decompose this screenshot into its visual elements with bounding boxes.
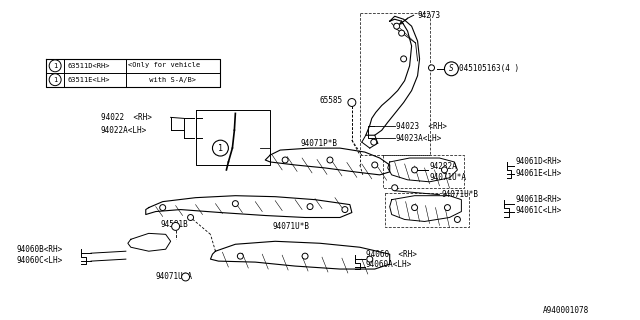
Text: 94071P*B: 94071P*B bbox=[300, 139, 337, 148]
Circle shape bbox=[392, 185, 397, 191]
Circle shape bbox=[188, 214, 193, 220]
Text: 94071U*A: 94071U*A bbox=[429, 173, 467, 182]
Circle shape bbox=[454, 217, 460, 222]
Text: 1: 1 bbox=[218, 144, 223, 153]
Text: A940001078: A940001078 bbox=[543, 306, 589, 315]
Text: 94060A<LH>: 94060A<LH> bbox=[366, 260, 412, 268]
Circle shape bbox=[412, 167, 417, 173]
Circle shape bbox=[394, 23, 399, 29]
Circle shape bbox=[399, 30, 404, 36]
Circle shape bbox=[401, 56, 406, 62]
Text: 94071U*A: 94071U*A bbox=[156, 272, 193, 282]
Text: 65585: 65585 bbox=[320, 96, 343, 105]
Text: 94581B: 94581B bbox=[161, 220, 188, 229]
Text: 94071U*B: 94071U*B bbox=[272, 222, 309, 231]
Circle shape bbox=[367, 256, 372, 262]
Circle shape bbox=[282, 157, 288, 163]
Text: 1: 1 bbox=[53, 63, 57, 69]
Circle shape bbox=[442, 167, 447, 173]
Text: with S-A/B>: with S-A/B> bbox=[128, 77, 196, 83]
Circle shape bbox=[212, 140, 228, 156]
Circle shape bbox=[237, 253, 243, 259]
Text: 63511E<LH>: 63511E<LH> bbox=[67, 77, 109, 83]
Text: 1: 1 bbox=[53, 77, 57, 83]
Text: 94282A: 94282A bbox=[429, 163, 457, 172]
Circle shape bbox=[348, 99, 356, 107]
Circle shape bbox=[429, 65, 435, 71]
Circle shape bbox=[371, 139, 377, 145]
Circle shape bbox=[327, 157, 333, 163]
Text: 94060  <RH>: 94060 <RH> bbox=[366, 250, 417, 259]
Circle shape bbox=[372, 162, 378, 168]
Text: 94022  <RH>: 94022 <RH> bbox=[101, 113, 152, 122]
Text: 94023A<LH>: 94023A<LH> bbox=[396, 134, 442, 143]
Text: 94060C<LH>: 94060C<LH> bbox=[17, 256, 63, 265]
Circle shape bbox=[172, 222, 180, 230]
Circle shape bbox=[49, 74, 61, 86]
Text: 94071U*B: 94071U*B bbox=[442, 190, 479, 199]
Text: 94060B<RH>: 94060B<RH> bbox=[17, 245, 63, 254]
Circle shape bbox=[160, 204, 166, 211]
Text: 045105163(4 ): 045105163(4 ) bbox=[460, 64, 520, 73]
Text: 94273: 94273 bbox=[417, 11, 441, 20]
Circle shape bbox=[307, 204, 313, 210]
Circle shape bbox=[444, 62, 458, 76]
Text: 94023  <RH>: 94023 <RH> bbox=[396, 122, 447, 131]
Circle shape bbox=[49, 60, 61, 72]
Text: 94061E<LH>: 94061E<LH> bbox=[515, 169, 561, 178]
Circle shape bbox=[302, 253, 308, 259]
Circle shape bbox=[182, 273, 189, 281]
Text: 63511D<RH>: 63511D<RH> bbox=[67, 63, 109, 69]
Circle shape bbox=[342, 207, 348, 212]
Text: 94061D<RH>: 94061D<RH> bbox=[515, 157, 561, 166]
Text: 94022A<LH>: 94022A<LH> bbox=[101, 126, 147, 135]
Circle shape bbox=[444, 204, 451, 211]
Circle shape bbox=[232, 201, 238, 207]
Text: <Only for vehicle: <Only for vehicle bbox=[128, 62, 200, 68]
Text: 94061B<RH>: 94061B<RH> bbox=[515, 195, 561, 204]
Text: S: S bbox=[449, 64, 454, 73]
Circle shape bbox=[412, 204, 417, 211]
Text: 94061C<LH>: 94061C<LH> bbox=[515, 206, 561, 215]
